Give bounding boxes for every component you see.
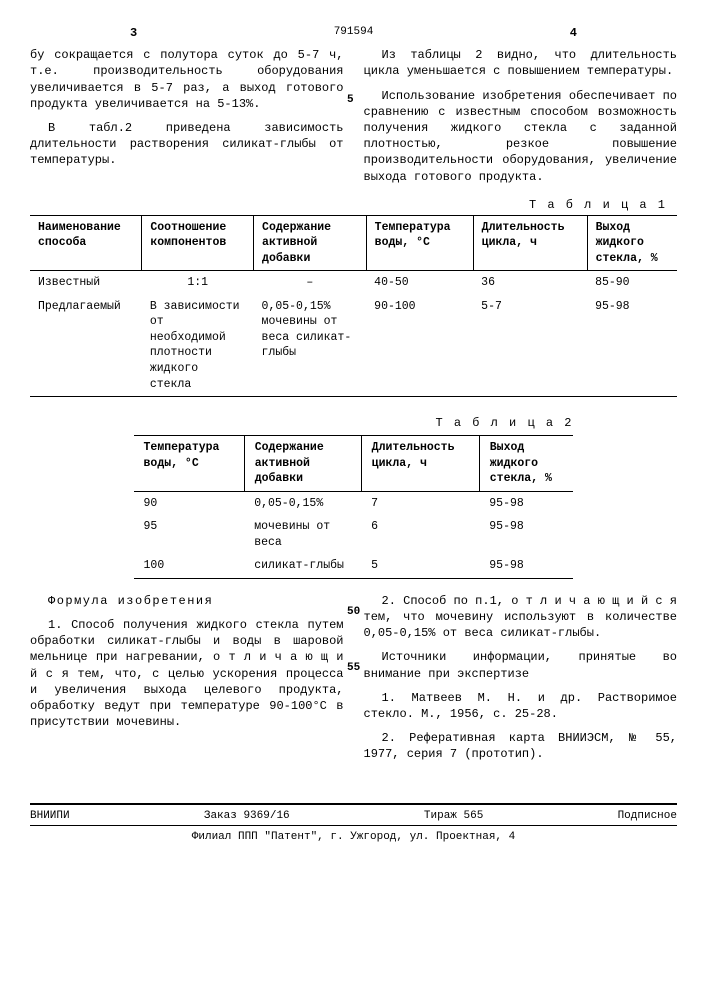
table-cell: 6 (361, 515, 479, 554)
top-left-column: бу сокращается с полутора суток до 5-7 ч… (30, 47, 344, 193)
table-cell: 85-90 (587, 271, 677, 295)
table-row: 100 силикат-глыбы 5 95-98 (134, 554, 574, 578)
table-cell: 95-98 (479, 554, 573, 578)
table-cell: 95-98 (587, 295, 677, 396)
page-number-left: 3 (130, 25, 137, 41)
paragraph: Использование изобретения обеспечивает п… (364, 88, 678, 185)
line-marker-50: 50 (347, 605, 360, 620)
sources-heading: Источники информации, принятые во вниман… (364, 649, 678, 681)
top-right-column: Из таблицы 2 видно, что длительность цик… (364, 47, 678, 193)
table1-header: Соотношение компонентов (142, 215, 254, 271)
formula-title: Формула изобретения (30, 593, 344, 609)
table1-header: Выход жидкого стекла, % (587, 215, 677, 271)
footer-sub: Подписное (618, 809, 677, 824)
table1-header: Наименование способа (30, 215, 142, 271)
paragraph: Из таблицы 2 видно, что длительность цик… (364, 47, 678, 79)
table-row: Известный 1:1 – 40-50 36 85-90 (30, 271, 677, 295)
top-text-columns: 5 бу сокращается с полутора суток до 5-7… (30, 47, 677, 193)
table-cell: – (254, 271, 367, 295)
footer-order: Заказ 9369/16 (204, 809, 290, 824)
table2-title: Т а б л и ц а 2 (134, 415, 574, 431)
footer-tirazh: Тираж 565 (424, 809, 483, 824)
table-cell: 1:1 (142, 271, 254, 295)
paragraph: В табл.2 приведена зависимость длительно… (30, 120, 344, 169)
formula-left-column: Формула изобретения 1. Способ получения … (30, 593, 344, 771)
source-item: 1. Матвеев М. Н. и др. Растворимое стекл… (364, 690, 678, 722)
table-cell: 95-98 (479, 491, 573, 515)
table1-header: Содержание активной добавки (254, 215, 367, 271)
table-cell: 40-50 (366, 271, 473, 295)
page-header: 3 791594 4 (30, 25, 677, 41)
table-cell: 0,05-0,15% мочевины от веса силикат-глыб… (254, 295, 367, 396)
footer-address: Филиал ППП "Патент", г. Ужгород, ул. Про… (30, 830, 677, 845)
table-cell: 95 (134, 515, 245, 554)
claim-text: 2. Способ по п.1, о т л и ч а ю щ и й с … (364, 593, 678, 642)
paragraph: бу сокращается с полутора суток до 5-7 ч… (30, 47, 344, 112)
table-cell: силикат-глыбы (244, 554, 361, 578)
table-row: Предлагаемый В зависимости от необходимо… (30, 295, 677, 396)
table1: Наименование способа Соотношение компоне… (30, 215, 677, 397)
table-cell: 7 (361, 491, 479, 515)
page-number-right: 4 (570, 25, 577, 41)
table-cell: В зависимости от необходимой плотности ж… (142, 295, 254, 396)
table-cell: 95-98 (479, 515, 573, 554)
table-cell: 100 (134, 554, 245, 578)
table-cell: 5-7 (473, 295, 587, 396)
table-cell: 90 (134, 491, 245, 515)
line-marker-5: 5 (347, 93, 354, 108)
footer: ВНИИПИ Заказ 9369/16 Тираж 565 Подписное… (30, 803, 677, 846)
table-row: 90 0,05-0,15% 7 95-98 (134, 491, 574, 515)
table-cell: Предлагаемый (30, 295, 142, 396)
table2-header: Содержание активной добавки (244, 436, 361, 492)
line-marker-55: 55 (347, 661, 360, 676)
table-cell: 5 (361, 554, 479, 578)
table2-header: Длительность цикла, ч (361, 436, 479, 492)
table1-header: Длительность цикла, ч (473, 215, 587, 271)
table-cell: мочевины от веса (244, 515, 361, 554)
footer-org: ВНИИПИ (30, 809, 70, 824)
table-cell: 0,05-0,15% (244, 491, 361, 515)
formula-right-column: 2. Способ по п.1, о т л и ч а ю щ и й с … (364, 593, 678, 771)
table-cell: 36 (473, 271, 587, 295)
formula-columns: 50 55 Формула изобретения 1. Способ полу… (30, 593, 677, 771)
table1-title: Т а б л и ц а 1 (30, 197, 667, 213)
table1-header: Температура воды, °С (366, 215, 473, 271)
table-cell: 90-100 (366, 295, 473, 396)
doc-number: 791594 (334, 25, 374, 41)
table-row: 95 мочевины от веса 6 95-98 (134, 515, 574, 554)
table2: Температура воды, °С Содержание активной… (134, 435, 574, 579)
table2-header: Температура воды, °С (134, 436, 245, 492)
claim-text: 1. Способ получения жидкого стекла путем… (30, 617, 344, 730)
table2-header: Выход жидкого стекла, % (479, 436, 573, 492)
source-item: 2. Реферативная карта ВНИИЭСМ, № 55, 197… (364, 730, 678, 762)
table-cell: Известный (30, 271, 142, 295)
